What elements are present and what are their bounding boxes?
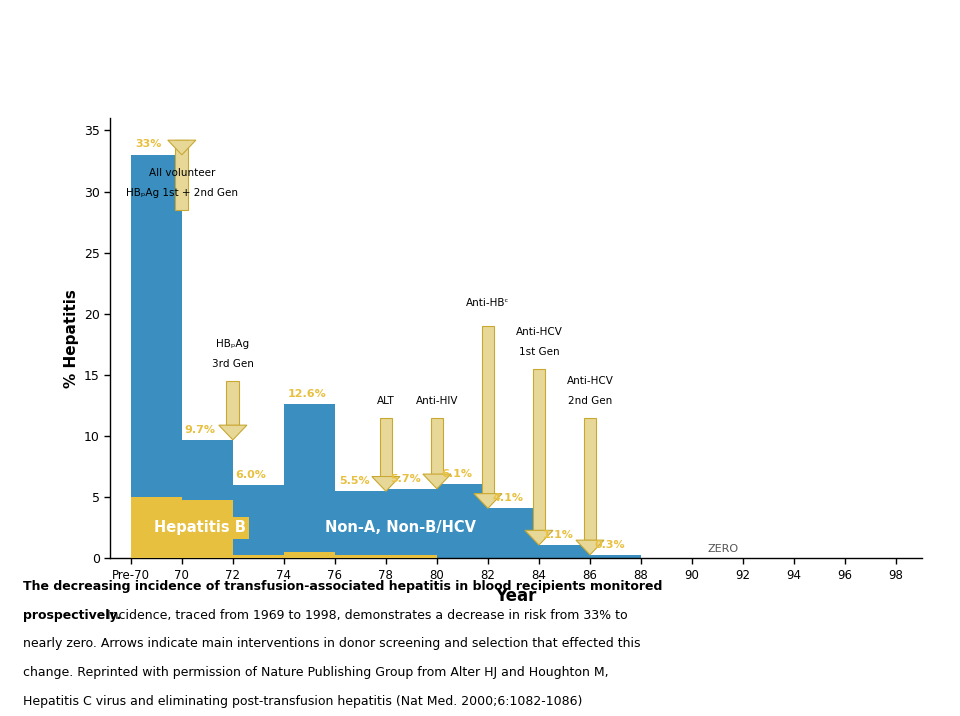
Text: 12.6%: 12.6% bbox=[288, 390, 326, 400]
Y-axis label: % Hepatitis: % Hepatitis bbox=[63, 289, 79, 388]
Text: HBₚAg 1st + 2nd Gen: HBₚAg 1st + 2nd Gen bbox=[126, 188, 238, 198]
Text: Anti-HIV: Anti-HIV bbox=[416, 395, 458, 405]
Text: prospectively.: prospectively. bbox=[23, 609, 121, 621]
Text: HBₚAg: HBₚAg bbox=[216, 339, 250, 349]
Text: nearly zero. Arrows indicate main interventions in donor screening and selection: nearly zero. Arrows indicate main interv… bbox=[23, 637, 640, 650]
Polygon shape bbox=[423, 474, 451, 489]
Polygon shape bbox=[430, 418, 444, 474]
Text: 6.0%: 6.0% bbox=[235, 470, 266, 480]
Polygon shape bbox=[533, 369, 545, 531]
Text: Medicina Transfusional: Medicina Transfusional bbox=[168, 36, 612, 74]
Text: 1.1%: 1.1% bbox=[543, 530, 574, 540]
Polygon shape bbox=[227, 381, 239, 425]
Polygon shape bbox=[474, 493, 502, 508]
Text: change. Reprinted with permission of Nature Publishing Group from Alter HJ and H: change. Reprinted with permission of Nat… bbox=[23, 666, 609, 679]
Text: Anti-HCV: Anti-HCV bbox=[566, 376, 613, 386]
Polygon shape bbox=[131, 498, 896, 558]
Text: Non-A, Non-B/HCV: Non-A, Non-B/HCV bbox=[324, 521, 475, 536]
Text: Anti-HBᶜ: Anti-HBᶜ bbox=[467, 298, 510, 308]
X-axis label: Year: Year bbox=[495, 587, 537, 606]
Polygon shape bbox=[584, 418, 596, 540]
Text: 2nd Gen: 2nd Gen bbox=[568, 395, 612, 405]
Polygon shape bbox=[379, 418, 393, 477]
Text: 5.5%: 5.5% bbox=[339, 476, 370, 486]
Text: 6.1%: 6.1% bbox=[441, 469, 472, 479]
Text: 1st Gen: 1st Gen bbox=[518, 347, 560, 357]
Text: Incidence, traced from 1969 to 1998, demonstrates a decrease in risk from 33% to: Incidence, traced from 1969 to 1998, dem… bbox=[103, 609, 628, 621]
Text: 33%: 33% bbox=[135, 139, 161, 149]
Text: All volunteer: All volunteer bbox=[149, 168, 215, 178]
Text: Hepatitis C virus and eliminating post-transfusion hepatitis (Nat Med. 2000;6:10: Hepatitis C virus and eliminating post-t… bbox=[23, 695, 582, 707]
Text: 0.3%: 0.3% bbox=[594, 540, 625, 550]
Text: ZERO: ZERO bbox=[708, 543, 738, 553]
Text: ALT: ALT bbox=[377, 395, 395, 405]
Text: 9.7%: 9.7% bbox=[184, 425, 215, 435]
Polygon shape bbox=[168, 140, 196, 155]
Polygon shape bbox=[482, 326, 494, 493]
Polygon shape bbox=[525, 531, 553, 545]
Text: The decreasing incidence of transfusion-associated hepatitis in blood recipients: The decreasing incidence of transfusion-… bbox=[23, 580, 662, 593]
Polygon shape bbox=[372, 477, 400, 491]
Polygon shape bbox=[576, 540, 604, 555]
Polygon shape bbox=[131, 155, 896, 558]
Polygon shape bbox=[176, 140, 188, 210]
Text: 5.7%: 5.7% bbox=[390, 474, 420, 484]
Text: Anti-HCV: Anti-HCV bbox=[516, 327, 563, 337]
Text: 3rd Gen: 3rd Gen bbox=[212, 359, 253, 369]
Polygon shape bbox=[219, 425, 247, 440]
Text: 4.1%: 4.1% bbox=[492, 493, 523, 503]
Text: Hepatitis B: Hepatitis B bbox=[154, 521, 246, 536]
